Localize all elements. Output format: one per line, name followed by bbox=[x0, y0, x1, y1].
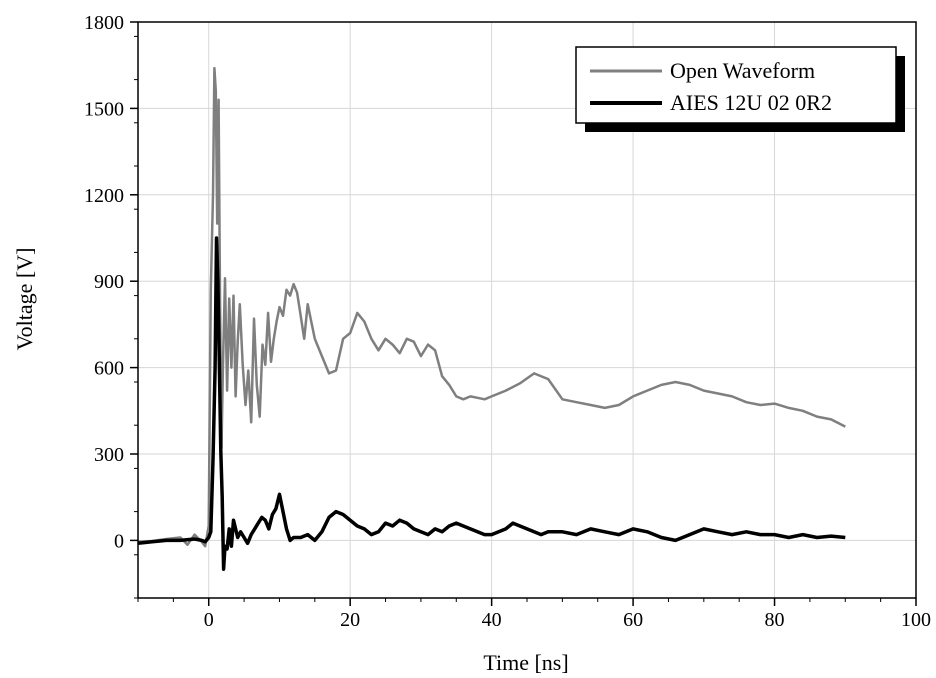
x-tick-label: 100 bbox=[901, 609, 931, 631]
legend-label-aies: AIES 12U 02 0R2 bbox=[670, 90, 832, 115]
x-tick-label: 80 bbox=[765, 609, 785, 631]
x-tick-label: 20 bbox=[340, 609, 360, 631]
y-tick-label: 1500 bbox=[84, 98, 124, 120]
legend: Open Waveform AIES 12U 02 0R2 bbox=[575, 46, 905, 132]
y-tick-label: 300 bbox=[94, 444, 124, 466]
y-axis-title: Voltage [V] bbox=[12, 248, 37, 351]
x-tick-label: 60 bbox=[623, 609, 643, 631]
y-tick-label: 600 bbox=[94, 358, 124, 380]
y-tick-label: 900 bbox=[94, 271, 124, 293]
series-layer bbox=[137, 66, 846, 571]
ticks bbox=[130, 21, 917, 606]
x-axis-title: Time [ns] bbox=[483, 650, 568, 675]
x-tick-label: 40 bbox=[482, 609, 502, 631]
legend-box bbox=[575, 46, 897, 124]
series-line-aies bbox=[137, 236, 846, 571]
tick-labels: 0 20 40 60 80 100 0 300 600 900 1200 1500 1800 bbox=[84, 12, 931, 631]
legend-label-open-waveform: Open Waveform bbox=[670, 58, 815, 83]
y-tick-label: 1200 bbox=[84, 185, 124, 207]
x-tick-label: 0 bbox=[204, 609, 214, 631]
y-tick-label: 1800 bbox=[84, 12, 124, 34]
y-tick-label: 0 bbox=[114, 530, 124, 552]
